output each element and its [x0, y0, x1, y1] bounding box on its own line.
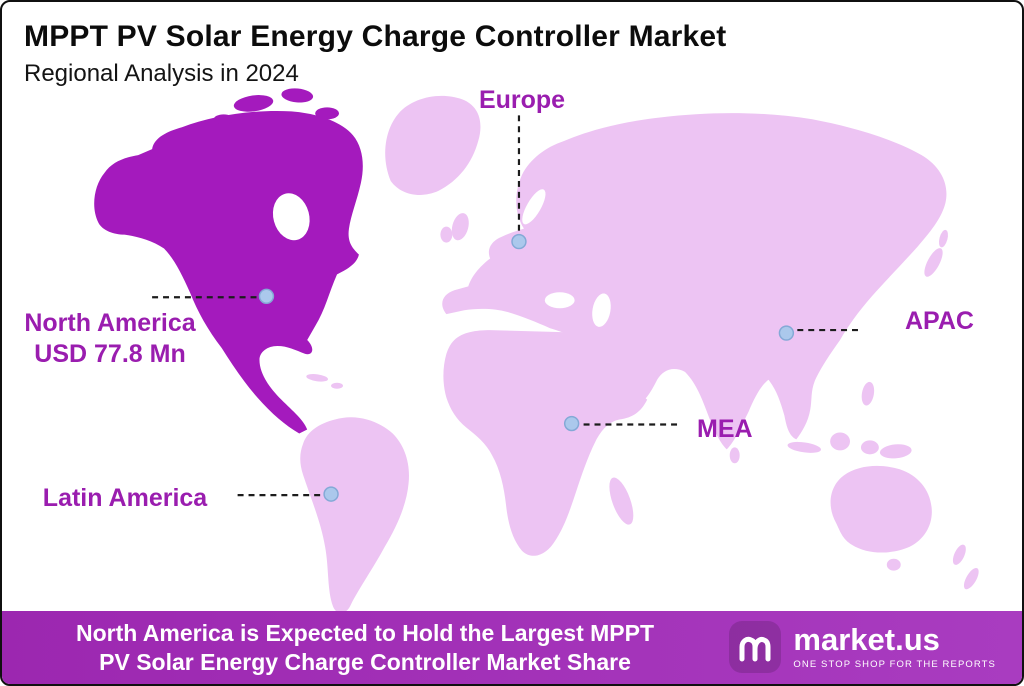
- region-label-north-america: North America USD 77.8 Mn: [12, 308, 208, 370]
- sri-lanka-island: [729, 447, 740, 464]
- brand-name: market.us: [793, 622, 940, 657]
- region-label-north-america-value: USD 77.8 Mn: [34, 340, 186, 368]
- region-label-apac: APAC: [905, 307, 974, 335]
- new-guinea-island: [879, 444, 912, 459]
- region-eurasia-shape: [442, 113, 947, 450]
- caspian-sea: [592, 293, 611, 327]
- marker-latin-america: [323, 486, 339, 502]
- leader-lines: [152, 115, 860, 497]
- uk-island: [451, 213, 469, 241]
- arctic-island: [213, 114, 234, 125]
- banner-line-1: North America is Expected to Hold the La…: [75, 620, 655, 646]
- region-north-america-shape: [94, 110, 363, 434]
- marker-europe: [511, 233, 527, 250]
- region-south-america-shape: [300, 417, 409, 613]
- marker-north-america: [258, 288, 275, 304]
- page-subtitle: Regional Analysis in 2024: [24, 60, 299, 87]
- japan-island: [938, 229, 948, 248]
- region-label-europe: Europe: [478, 86, 566, 114]
- region-greenland-shape: [385, 95, 481, 195]
- brand-tagline: ONE STOP SHOP FOR THE REPORTS: [793, 659, 996, 670]
- caribbean-island: [331, 382, 343, 389]
- banner-text: North America is Expected to Hold the La…: [20, 619, 710, 677]
- arctic-island: [233, 95, 274, 112]
- caribbean-island: [306, 374, 328, 382]
- region-africa-shape: [443, 330, 648, 556]
- continents: [94, 88, 979, 613]
- indonesia-island: [830, 432, 851, 451]
- region-label-mea: MEA: [697, 415, 753, 443]
- region-label-north-america-name: North America: [24, 309, 196, 337]
- banner-line-2: PV Solar Energy Charge Controller Market…: [99, 649, 631, 675]
- tasmania-island: [886, 558, 901, 571]
- new-zealand-island: [963, 567, 979, 590]
- markers: [258, 233, 795, 502]
- madagascar-island: [609, 477, 634, 525]
- brand-block: market.us ONE STOP SHOP FOR THE REPORTS: [729, 621, 996, 673]
- japan-island: [924, 248, 943, 277]
- bottom-banner: North America is Expected to Hold the La…: [2, 611, 1022, 684]
- arctic-island: [281, 88, 314, 103]
- arctic-island: [315, 107, 340, 120]
- region-australia-shape: [830, 465, 932, 553]
- market-us-logo-icon: [729, 621, 782, 673]
- region-label-latin-america: Latin America: [42, 484, 208, 512]
- hudson-bay: [272, 193, 310, 241]
- page-title: MPPT PV Solar Energy Charge Controller M…: [24, 20, 727, 53]
- indonesia-island: [860, 440, 879, 455]
- baltic-sea: [522, 189, 546, 225]
- brand-text: market.us ONE STOP SHOP FOR THE REPORTS: [793, 622, 996, 671]
- philippines-island: [861, 381, 875, 406]
- new-zealand-island: [952, 544, 966, 565]
- black-sea: [544, 292, 575, 309]
- indonesia-island: [787, 441, 822, 453]
- marker-apac: [778, 325, 795, 341]
- ireland-island: [440, 226, 453, 243]
- marker-mea: [563, 415, 580, 432]
